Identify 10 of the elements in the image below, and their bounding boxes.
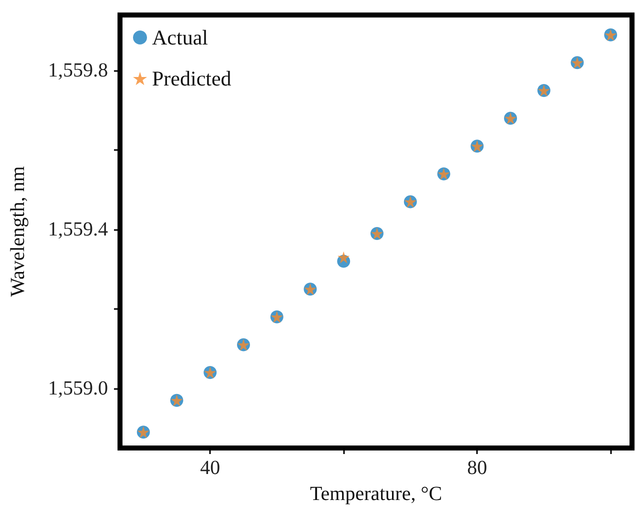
y-tick-label: 1,559.8 [48, 60, 108, 82]
y-axis-title: Wavelength, nm [7, 166, 29, 297]
legend-label: Actual [152, 26, 208, 50]
x-tick-label: 40 [200, 457, 220, 479]
x-tick-label: 80 [467, 457, 488, 479]
point [338, 251, 350, 264]
y-tick-label: 1,559.4 [48, 218, 108, 241]
legend-label: Predicted [152, 66, 232, 90]
x-axis-title: Temperature, °C [310, 483, 442, 505]
y-tick-label: 1,559.0 [48, 377, 108, 400]
